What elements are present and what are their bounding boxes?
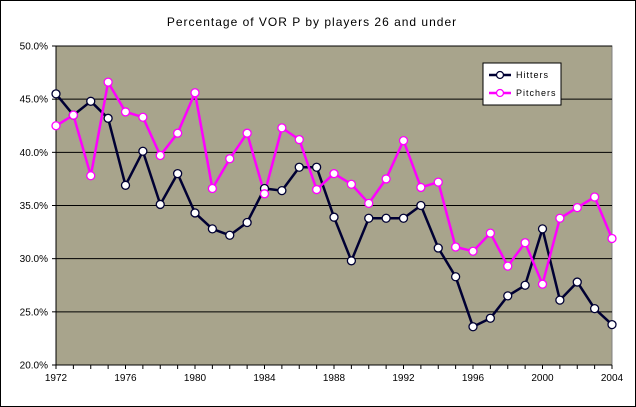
data-point-hitters (51, 89, 61, 99)
data-point-hitters (346, 256, 357, 266)
x-tick-label: 2000 (531, 373, 554, 384)
y-tick-label: 25.0% (20, 307, 48, 318)
series-layer (51, 77, 617, 332)
data-point-hitters (103, 113, 113, 123)
data-point-pitchers (485, 228, 496, 238)
x-tick-label: 1992 (392, 373, 415, 384)
legend-box (482, 62, 562, 106)
data-point-pitchers (294, 134, 304, 145)
data-point-hitters (433, 243, 443, 253)
data-point-hitters (120, 180, 131, 190)
legend-label: Pitchers (516, 88, 557, 98)
x-tick-label: 1972 (45, 373, 68, 384)
data-point-hitters (86, 96, 96, 106)
data-point-pitchers (225, 154, 235, 164)
legend-label: Hitters (516, 70, 549, 80)
data-point-pitchers (259, 189, 270, 199)
data-point-hitters (242, 217, 252, 228)
data-point-pitchers (398, 135, 409, 146)
data-point-hitters (537, 224, 548, 234)
data-point-hitters (294, 162, 304, 172)
data-point-hitters (607, 319, 617, 330)
data-point-pitchers (450, 242, 461, 252)
legend-marker (495, 70, 505, 80)
data-point-hitters (503, 291, 513, 301)
axes: 20.0% 25.0% 30.0% 35.0% 40.0% 45.0% 50.0% 1972 1… (20, 42, 624, 385)
y-tick-label: 40.0% (20, 148, 48, 159)
data-point-pitchers (120, 107, 131, 117)
data-point-hitters (398, 213, 409, 223)
data-point-pitchers (138, 112, 148, 122)
x-tick-label: 1996 (462, 373, 485, 384)
data-point-pitchers (416, 182, 426, 193)
data-point-pitchers (537, 279, 548, 289)
chart-title: Percentage of VOR P by players 26 and un… (167, 15, 457, 29)
data-point-pitchers (311, 184, 322, 195)
data-point-hitters (555, 295, 565, 305)
data-point-pitchers (68, 110, 79, 120)
y-tick-label: 20.0% (20, 361, 48, 372)
data-point-hitters (364, 213, 374, 223)
data-point-pitchers (364, 198, 374, 209)
data-point-pitchers (329, 168, 339, 179)
data-point-hitters (138, 146, 148, 156)
data-point-hitters (450, 272, 461, 282)
data-point-hitters (416, 200, 426, 211)
data-point-pitchers (503, 261, 513, 271)
data-point-pitchers (381, 174, 391, 184)
y-tick-label: 50.0% (20, 42, 48, 53)
data-point-hitters (225, 230, 235, 240)
legend-marker (495, 88, 505, 98)
y-tick-label: 45.0% (20, 95, 48, 106)
data-point-hitters (155, 199, 165, 210)
data-point-hitters (589, 303, 600, 314)
data-point-pitchers (468, 246, 478, 256)
data-point-pitchers (86, 171, 96, 181)
data-point-pitchers (103, 77, 113, 87)
data-point-pitchers (172, 128, 183, 138)
data-point-hitters (329, 212, 339, 222)
data-point-hitters (572, 277, 582, 287)
data-point-pitchers (190, 88, 200, 98)
data-point-hitters (190, 208, 200, 218)
data-point-hitters (485, 313, 496, 323)
data-point-hitters (468, 322, 478, 332)
data-point-pitchers (155, 150, 165, 161)
data-point-pitchers (346, 179, 357, 189)
x-tick-label: 2004 (601, 373, 624, 384)
data-point-hitters (311, 162, 322, 172)
data-point-pitchers (277, 123, 287, 133)
y-tick-label: 35.0% (20, 201, 48, 212)
data-point-hitters (381, 213, 391, 223)
x-tick-label: 1984 (253, 373, 276, 384)
x-tick-label: 1988 (323, 373, 346, 384)
legend: Hitters Pitchers (482, 62, 562, 106)
x-tick-label: 1976 (114, 373, 137, 384)
data-point-pitchers (433, 177, 443, 187)
x-tick-label: 1980 (184, 373, 207, 384)
data-point-pitchers (589, 192, 600, 202)
data-point-pitchers (607, 233, 617, 244)
data-point-pitchers (555, 213, 565, 223)
data-point-hitters (207, 224, 218, 234)
data-point-pitchers (51, 121, 61, 131)
data-point-hitters (172, 168, 183, 179)
data-point-pitchers (207, 183, 218, 194)
y-tick-label: 30.0% (20, 254, 48, 265)
data-point-hitters (277, 185, 287, 196)
data-point-pitchers (572, 202, 582, 213)
data-point-hitters (520, 280, 530, 290)
data-point-pitchers (242, 128, 252, 138)
data-point-pitchers (520, 238, 530, 248)
